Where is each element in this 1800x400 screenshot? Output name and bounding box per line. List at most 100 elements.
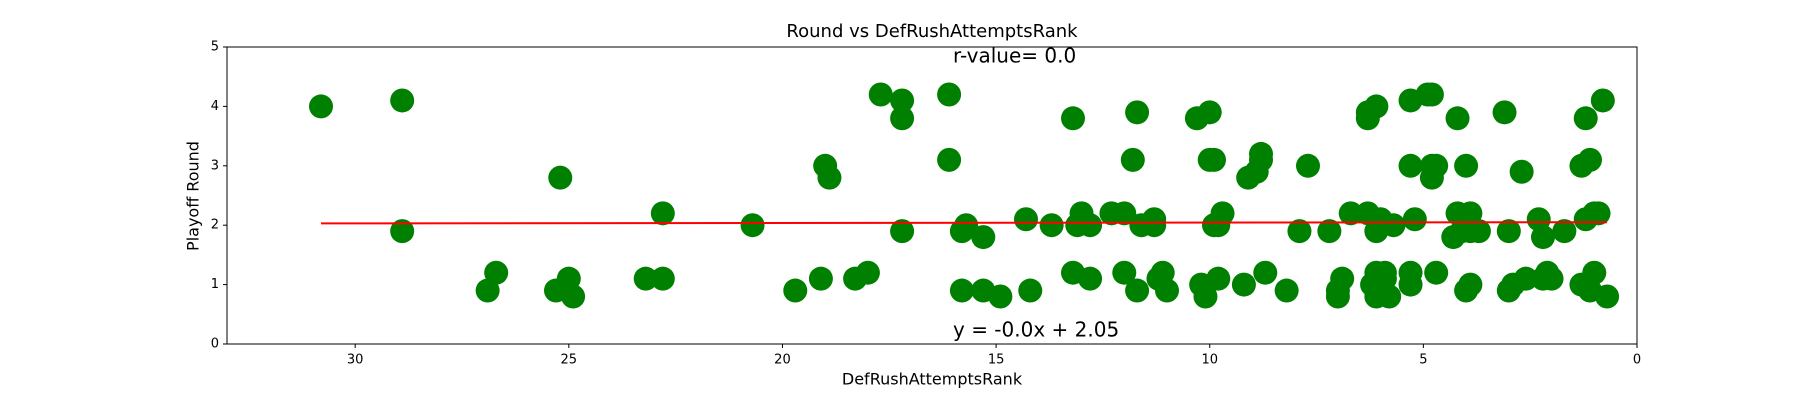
scatter-point [808, 266, 833, 291]
scatter-point [1398, 153, 1423, 178]
y-tick-label: 2 [211, 218, 219, 233]
scatter-point [1402, 207, 1427, 232]
scatter-point [890, 106, 915, 131]
scatter-point [1039, 213, 1064, 238]
scatter-point [1509, 159, 1534, 184]
scatter-point [1296, 153, 1320, 178]
scatter-point [988, 284, 1013, 309]
scatter-point [1573, 106, 1598, 131]
scatter-point [1120, 147, 1145, 172]
scatter-point [817, 165, 842, 190]
scatter-point [954, 213, 979, 238]
scatter-point [1492, 100, 1517, 125]
x-tick-label: 20 [774, 353, 791, 368]
scatter-point [1381, 213, 1406, 238]
scatter-point [1197, 100, 1222, 125]
equation-annotation: y = -0.0x + 2.05 [953, 318, 1119, 342]
x-tick-label: 5 [1419, 353, 1427, 368]
scatter-point [1202, 147, 1226, 172]
scatter-point [1424, 260, 1449, 285]
scatter-point [783, 278, 808, 303]
y-tick-label: 5 [211, 40, 219, 55]
scatter-point [1454, 153, 1479, 178]
scatter-point [1590, 88, 1615, 113]
scatter-point [1338, 201, 1363, 226]
scatter-point [949, 278, 974, 303]
scatter-point [1112, 201, 1137, 226]
scatter-point [937, 147, 962, 172]
y-tick-label: 4 [211, 99, 219, 114]
scatter-point [1274, 278, 1299, 303]
scatter-point [1155, 278, 1179, 303]
scatter-point [1125, 100, 1150, 125]
scatter-point [1539, 266, 1564, 291]
scatter-point [561, 284, 586, 309]
scatter-point [1531, 225, 1555, 250]
scatter-point [484, 260, 509, 285]
scatter-point [1193, 284, 1218, 309]
scatter-point [1445, 106, 1470, 131]
x-tick-label: 10 [1201, 353, 1218, 368]
scatter-point [1078, 266, 1103, 291]
scatter-point [1377, 284, 1402, 309]
scatter-point [1317, 219, 1342, 244]
scatter-point [1330, 266, 1355, 291]
scatter-point [390, 219, 415, 244]
scatter-point [1061, 106, 1085, 131]
scatter-point [1210, 201, 1235, 226]
scatter-point [1014, 207, 1038, 232]
scatter-point [1398, 272, 1423, 297]
scatter-point [309, 94, 333, 119]
scatter-point [1496, 219, 1521, 244]
scatter-point [890, 88, 915, 113]
scatter-point [1249, 147, 1273, 172]
scatter-point [1578, 147, 1602, 172]
r-value-annotation: r-value= 0.0 [953, 44, 1076, 68]
scatter-point [740, 213, 765, 238]
x-tick-label: 25 [561, 353, 578, 368]
scatter-point [971, 225, 996, 250]
chart-title: Round vs DefRushAttemptsRank [786, 21, 1078, 42]
fit-line [320, 221, 1608, 225]
scatter-point [1206, 266, 1231, 291]
scatter-point [650, 266, 675, 291]
scatter-point [1582, 260, 1607, 285]
scatter-point [1364, 94, 1389, 119]
scatter-point [1424, 153, 1449, 178]
x-tick-label: 15 [988, 353, 1005, 368]
scatter-point [1125, 278, 1150, 303]
scatter-point [1078, 213, 1103, 238]
y-tick-label: 0 [211, 337, 219, 352]
scatter-point [1142, 213, 1167, 238]
x-tick-label: 0 [1633, 353, 1641, 368]
scatter-point [1231, 272, 1256, 297]
y-axis-label: Playoff Round [184, 141, 203, 251]
scatter-point [1552, 219, 1577, 244]
scatter-point [650, 201, 675, 226]
axes-frame [226, 46, 1638, 345]
scatter-point [868, 82, 893, 107]
plot-area [309, 82, 1620, 309]
scatter-point [1018, 278, 1043, 303]
scatter-point [1458, 201, 1483, 226]
scatter-point [1458, 272, 1483, 297]
scatter-point [633, 266, 658, 291]
x-axis-label: DefRushAttemptsRank [842, 370, 1023, 389]
scatter-point [390, 88, 415, 113]
scatter-point [937, 82, 962, 107]
scatter-point [548, 165, 573, 190]
scatter-point [1253, 260, 1278, 285]
scatter-point [1466, 219, 1491, 244]
scatter-point [1513, 266, 1538, 291]
y-tick-label: 1 [211, 277, 219, 292]
scatter-point [855, 260, 880, 285]
y-tick-label: 3 [211, 158, 219, 173]
scatter-point [890, 219, 915, 244]
x-tick-label: 30 [347, 353, 364, 368]
scatter-point [475, 278, 500, 303]
scatter-point [1586, 201, 1611, 226]
scatter-point [1287, 219, 1312, 244]
scatter-point [1419, 82, 1444, 107]
